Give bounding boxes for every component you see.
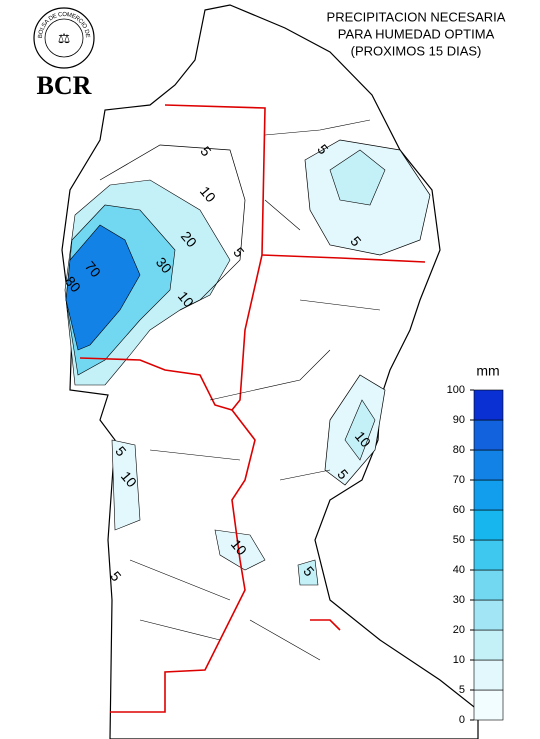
legend-tick-label: 50: [453, 534, 465, 546]
title: PRECIPITACION NECESARIA PARA HUMEDAD OPTI…: [327, 9, 506, 58]
title-line: PRECIPITACION NECESARIA: [327, 9, 506, 24]
legend-swatch: [473, 599, 504, 631]
legend-swatch: [473, 539, 504, 571]
legend-tick-label: 80: [453, 444, 465, 456]
svg-text:⚖: ⚖: [58, 32, 71, 47]
legend-swatch: [473, 689, 504, 721]
legend-swatch: [473, 419, 504, 451]
legend-tick-label: 100: [447, 384, 465, 396]
title-line: (PROXIMOS 15 DIAS): [351, 43, 482, 58]
legend-swatch: [473, 569, 504, 601]
legend-swatch: [473, 449, 504, 481]
legend: mm 0 5 10 20 30 40 50 60 70 80 90 100: [447, 363, 504, 726]
legend-tick-label: 30: [453, 594, 465, 606]
legend-tick-label: 5: [459, 684, 465, 696]
legend-tick-label: 60: [453, 504, 465, 516]
map-body: [61, 4, 479, 739]
title-line: PARA HUMEDAD OPTIMA: [338, 26, 495, 41]
legend-tick-label: 40: [453, 564, 465, 576]
legend-unit: mm: [476, 363, 499, 379]
legend-swatch: [473, 389, 504, 421]
logo-name: BCR: [37, 71, 92, 100]
legend-tick-label: 0: [459, 714, 465, 726]
legend-swatch: [473, 659, 504, 691]
legend-tick-label: 10: [453, 654, 465, 666]
legend-swatch: [473, 629, 504, 661]
legend-tick-label: 20: [453, 624, 465, 636]
legend-tick-label: 90: [453, 414, 465, 426]
legend-swatch: [473, 509, 504, 541]
legend-tick-label: 70: [453, 474, 465, 486]
legend-swatch: [473, 479, 504, 511]
